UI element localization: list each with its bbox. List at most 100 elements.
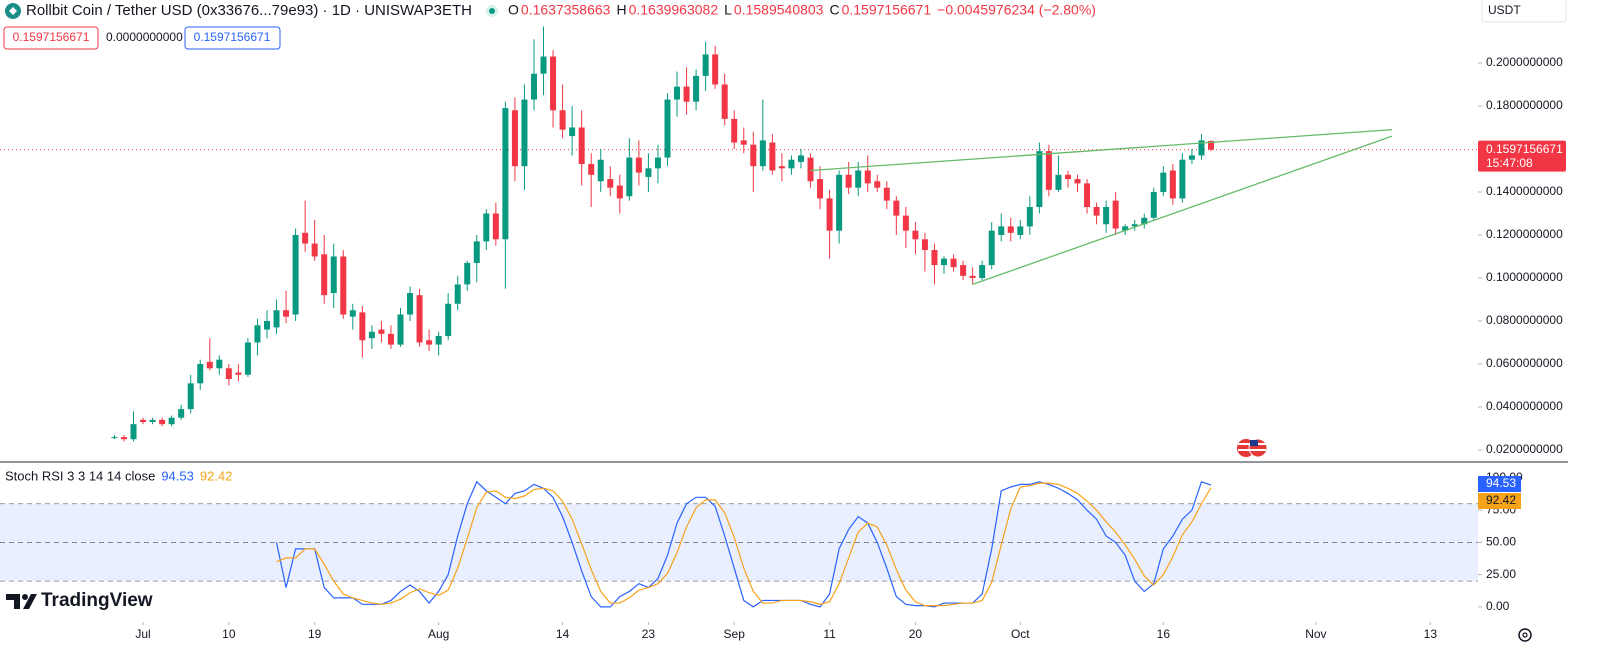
- candle-body: [1188, 155, 1195, 160]
- candle-body: [340, 256, 347, 315]
- candle-body: [149, 419, 156, 423]
- currency-label[interactable]: USDT: [1488, 3, 1521, 17]
- candle-body: [550, 56, 557, 111]
- y-tick-label: 25.00: [1486, 567, 1516, 581]
- candle-body: [883, 187, 890, 201]
- candle-body: [502, 108, 509, 240]
- indicator-value-box: [1478, 493, 1521, 509]
- x-tick-label: 10: [222, 627, 236, 641]
- candle-body: [168, 417, 175, 425]
- candle-body: [874, 181, 881, 188]
- ohlc-value: 0.1639963082: [629, 2, 719, 18]
- bid-price: 0.1597156671: [13, 30, 90, 44]
- settings-icon[interactable]: [1518, 628, 1532, 642]
- candle-body: [187, 383, 194, 410]
- candle-body: [454, 284, 461, 304]
- currency-button[interactable]: [1481, 0, 1567, 23]
- y-tick-label: 0.0600000000: [1486, 356, 1563, 370]
- candle-body: [359, 312, 366, 341]
- candle-body: [1141, 217, 1148, 225]
- ohlc-value: 0.1637358663: [521, 2, 611, 18]
- ask-price: 0.1597156671: [194, 30, 271, 44]
- candle-body: [950, 258, 957, 268]
- indicator-value: 92.42: [200, 468, 233, 483]
- candle-body: [1036, 151, 1043, 208]
- candle-body: [1017, 226, 1024, 235]
- candle-body: [1093, 207, 1100, 216]
- candle-body: [206, 361, 213, 369]
- candle-body: [1103, 207, 1110, 225]
- ohlc-label: L: [724, 2, 732, 18]
- candle-body: [1074, 179, 1081, 184]
- bid-box: [3, 26, 99, 50]
- candle-body: [311, 243, 318, 257]
- x-tick-label: 23: [642, 627, 656, 641]
- candle-body: [235, 372, 242, 375]
- trend-line: [972, 135, 1393, 286]
- candle-body: [893, 200, 900, 216]
- x-tick-label: Oct: [1011, 627, 1030, 641]
- candle-body: [941, 258, 948, 266]
- candle-body: [445, 303, 452, 337]
- candle-body: [588, 164, 595, 175]
- candle-body: [807, 157, 814, 182]
- x-tick-label: Sep: [724, 627, 746, 641]
- candle-body: [473, 241, 480, 263]
- candle-body: [616, 185, 623, 199]
- candle-body: [578, 127, 585, 165]
- candle-body: [702, 54, 709, 76]
- candle-body: [683, 86, 690, 102]
- candle-body: [998, 226, 1005, 235]
- candle-body: [750, 144, 757, 167]
- chart-title: Rollbit Coin / Tether USD (0x33676...79e…: [26, 2, 472, 19]
- candle-body: [1122, 226, 1129, 231]
- candle-body: [292, 234, 299, 315]
- candle-body: [740, 140, 747, 145]
- indicator-value-box: [1478, 476, 1521, 492]
- candle-body: [273, 310, 280, 328]
- candle-body: [693, 75, 700, 102]
- candle-body: [1179, 159, 1186, 199]
- candle-body: [635, 157, 642, 173]
- x-tick-label: 11: [823, 627, 836, 641]
- candle-body: [435, 336, 442, 345]
- candle-body: [845, 174, 852, 188]
- candle-body: [130, 424, 137, 440]
- candle-body: [349, 310, 356, 317]
- candle-body: [321, 254, 328, 296]
- candle-body: [759, 140, 766, 167]
- candle-body: [1198, 140, 1205, 156]
- candle-body: [1084, 183, 1091, 208]
- candle-body: [1064, 174, 1071, 180]
- candle-body: [1160, 172, 1167, 192]
- ohlc-value: 0.1597156671: [842, 2, 932, 18]
- ohlc-label: C: [829, 2, 839, 18]
- indicator-value-label: 92.42: [1486, 493, 1516, 507]
- last-price-label: 0.1597156671: [1486, 142, 1563, 156]
- candle-body: [178, 409, 185, 418]
- main-layer: [111, 26, 1215, 608]
- candle-body: [197, 363, 204, 384]
- trend-line: [810, 128, 1393, 172]
- candle-body: [912, 230, 919, 240]
- candle-body: [1045, 151, 1052, 190]
- y-tick-label: 0.2000000000: [1486, 55, 1563, 69]
- overlay-layer: Rollbit Coin / Tether USD (0x33676...79e…: [5, 2, 1566, 509]
- y-tick-label: 0.1800000000: [1486, 98, 1563, 112]
- status-dot: [489, 8, 496, 14]
- candle-body: [1112, 200, 1119, 229]
- candle-body: [407, 293, 414, 315]
- countdown-label: 15:47:08: [1486, 156, 1533, 170]
- candle-body: [921, 239, 928, 251]
- candle-body: [931, 250, 938, 266]
- logo-text: TradingView: [41, 590, 153, 611]
- candle-body: [712, 54, 719, 85]
- x-tick-label: 13: [1424, 627, 1438, 641]
- candle-body: [368, 331, 375, 339]
- candle-body: [283, 310, 290, 317]
- candle-body: [511, 110, 518, 167]
- candle-body: [397, 314, 404, 345]
- candle-body: [1150, 191, 1157, 218]
